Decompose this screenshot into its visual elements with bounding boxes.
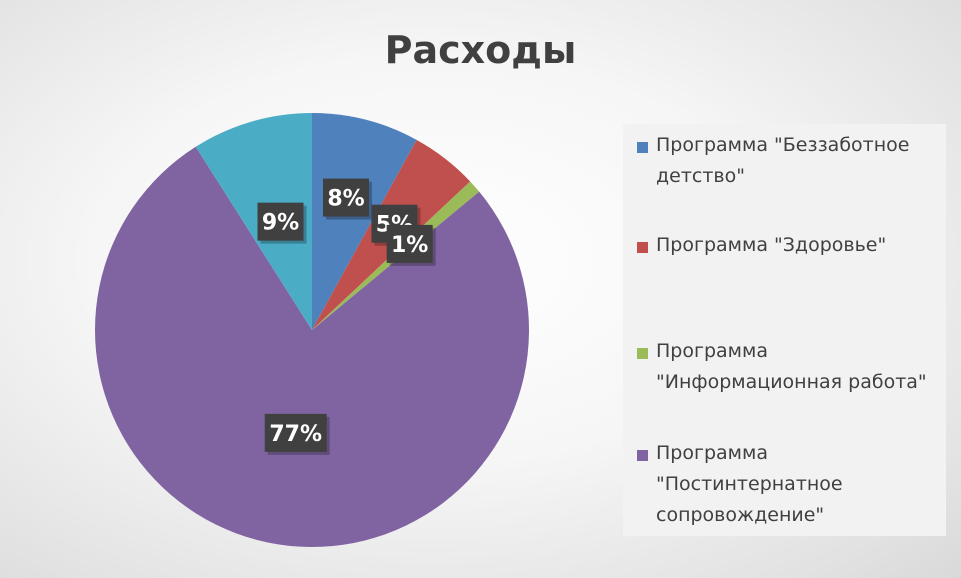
legend: Программа "Беззаботное детство" Программ… bbox=[623, 124, 946, 536]
data-label: 77% bbox=[264, 413, 330, 455]
legend-item: Программа "Здоровье" bbox=[637, 234, 946, 261]
legend-label: Программа "Постинтернатное сопровождение… bbox=[656, 442, 843, 526]
data-label: 1% bbox=[386, 224, 436, 266]
legend-label: Программа "Беззаботное детство" bbox=[656, 134, 910, 187]
legend-swatch bbox=[637, 142, 648, 153]
legend-item: Программа "Информационная работа" bbox=[637, 340, 946, 398]
data-label-text: 9% bbox=[262, 211, 299, 236]
legend-label: Программа "Информационная работа" bbox=[656, 340, 927, 393]
legend-swatch bbox=[637, 242, 648, 253]
legend-swatch bbox=[637, 450, 648, 461]
pie-slice bbox=[312, 113, 417, 330]
data-label-text: 8% bbox=[327, 187, 364, 212]
data-label: 8% bbox=[322, 178, 372, 220]
pie-slice bbox=[195, 113, 312, 330]
legend-label: Программа "Здоровье" bbox=[656, 234, 887, 256]
data-label: 9% bbox=[257, 202, 307, 244]
data-label-text: 77% bbox=[269, 422, 322, 447]
legend-item: Программа "Беззаботное детство" bbox=[637, 134, 946, 192]
data-label-text: 1% bbox=[391, 233, 428, 258]
legend-item: Программа "Постинтернатное сопровождение… bbox=[637, 442, 946, 531]
legend-swatch bbox=[637, 348, 648, 359]
chart-title: Расходы bbox=[384, 28, 577, 72]
